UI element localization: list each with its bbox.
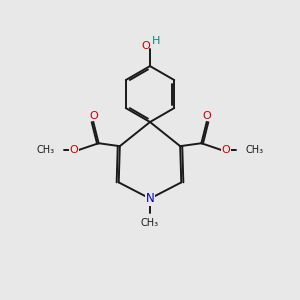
Text: O: O — [70, 145, 79, 155]
Text: H: H — [152, 36, 160, 46]
Text: O: O — [89, 110, 98, 121]
Text: CH₃: CH₃ — [37, 145, 55, 155]
Text: O: O — [141, 41, 150, 51]
Text: CH₃: CH₃ — [245, 145, 263, 155]
Text: O: O — [202, 110, 211, 121]
Text: N: N — [146, 192, 154, 205]
Text: CH₃: CH₃ — [141, 218, 159, 228]
Text: O: O — [221, 145, 230, 155]
